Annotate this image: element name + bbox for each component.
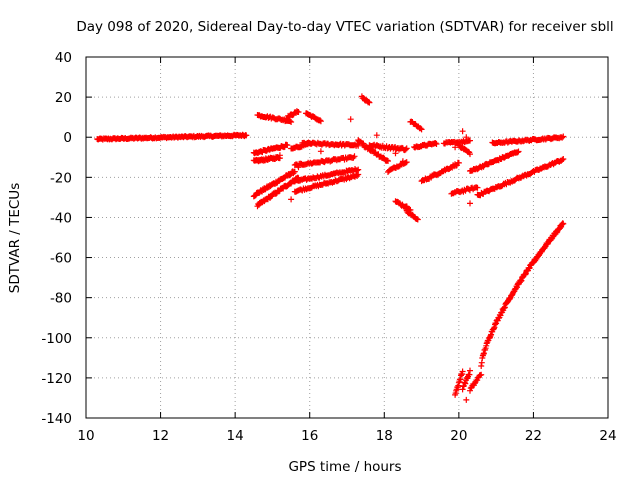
data-point-outlier <box>467 200 473 207</box>
data-point-arc-22 <box>455 159 462 166</box>
data-point-outlier <box>317 148 324 155</box>
data-point-arc-6 <box>287 118 294 125</box>
data-point-arc-21 <box>433 141 440 147</box>
y-tick-label: 0 <box>63 130 72 146</box>
data-point-arc-15 <box>360 140 367 147</box>
x-tick-labels: 10 12 14 16 18 20 22 24 <box>77 428 616 444</box>
data-point-arc-31 <box>478 371 485 378</box>
data-point-arc-26 <box>514 149 521 156</box>
data-point-outlier <box>373 132 380 139</box>
data-point-arc-24 <box>474 184 481 191</box>
x-tick-label: 22 <box>525 428 542 444</box>
data-point-arc-17 <box>403 159 410 166</box>
data-point-arc-25 <box>467 151 473 158</box>
data-point-arc-7 <box>295 109 302 115</box>
data-point-arc-9 <box>354 167 361 174</box>
data-point-arc-21 <box>432 140 439 147</box>
axis-ticks <box>85 56 609 419</box>
data-point-arc-19 <box>414 216 421 223</box>
y-tick-label: -60 <box>50 251 72 267</box>
y-tick-label: 40 <box>55 50 72 66</box>
y-axis-label: SDTVAR / TECUs <box>7 183 23 293</box>
x-tick-label: 16 <box>301 428 318 444</box>
y-tick-label: -100 <box>41 331 72 347</box>
data-point-arc-13 <box>306 140 313 147</box>
data-point-arc-16 <box>403 145 410 152</box>
data-point-arc-16 <box>402 146 409 153</box>
y-tick-label: 20 <box>55 90 72 106</box>
data-point-arc-26 <box>515 148 522 155</box>
data-point-outlier <box>452 144 459 151</box>
data-point-arc-1 <box>243 132 250 139</box>
data-point-arc-6 <box>288 119 295 125</box>
data-point-arc-28 <box>559 134 566 141</box>
data-point-arc-29 <box>459 368 466 375</box>
chart-title: Day 098 of 2020, Sidereal Day-to-day VTE… <box>76 19 613 35</box>
data-point-arc-11 <box>351 153 358 160</box>
x-tick-label: 14 <box>227 428 244 444</box>
data-point-outlier <box>344 174 350 181</box>
data-point-arc-27 <box>560 156 567 162</box>
y-tick-label: -40 <box>50 210 72 226</box>
data-point-outlier <box>399 158 406 165</box>
data-point-arc-15 <box>385 158 391 164</box>
data-point-arc-10 <box>355 171 362 178</box>
data-point-arc-14 <box>366 99 373 106</box>
data-point-arc-32 <box>560 220 567 227</box>
data-point-outlier <box>463 134 470 141</box>
x-axis-label: GPS time / hours <box>288 459 401 475</box>
data-point-arc-20 <box>417 125 424 132</box>
data-point-arc-14 <box>365 98 372 105</box>
y-tick-labels: 40 20 0 -20 -40 -60 -80 -100 -120 -140 <box>41 50 72 427</box>
data-point-arc-30 <box>459 386 466 393</box>
y-tick-label: -80 <box>50 291 72 307</box>
data-point-outlier <box>463 396 470 403</box>
data-point-outlier <box>276 152 283 159</box>
x-tick-label: 10 <box>77 428 94 444</box>
x-tick-label: 24 <box>599 428 616 444</box>
x-tick-label: 12 <box>152 428 169 444</box>
data-point-arc-8 <box>317 117 324 124</box>
y-tick-label: -20 <box>50 170 72 186</box>
data-point-arc-28 <box>560 133 567 140</box>
data-point-arc-30 <box>467 367 473 374</box>
data-point-outlier <box>295 164 302 171</box>
data-point-outlier <box>288 196 295 203</box>
x-tick-label: 18 <box>376 428 393 444</box>
data-point-arc-30 <box>462 380 469 387</box>
data-point-arc-8 <box>317 118 324 125</box>
y-tick-label: -120 <box>41 371 72 387</box>
data-point-outlier <box>459 128 466 135</box>
data-point-outlier <box>392 150 399 157</box>
data-markers <box>94 93 567 403</box>
data-point-arc-27 <box>559 156 566 163</box>
plot-frame <box>85 56 609 419</box>
grid-lines <box>86 57 608 418</box>
data-point-outlier <box>347 116 354 123</box>
data-point-arc-4 <box>284 142 291 149</box>
data-point-arc-12 <box>355 142 362 149</box>
data-point-arc-23 <box>467 137 473 144</box>
data-point-arc-20 <box>418 126 425 133</box>
x-tick-label: 20 <box>450 428 467 444</box>
data-point-arc-2 <box>291 168 298 175</box>
y-tick-label: -140 <box>41 411 72 427</box>
